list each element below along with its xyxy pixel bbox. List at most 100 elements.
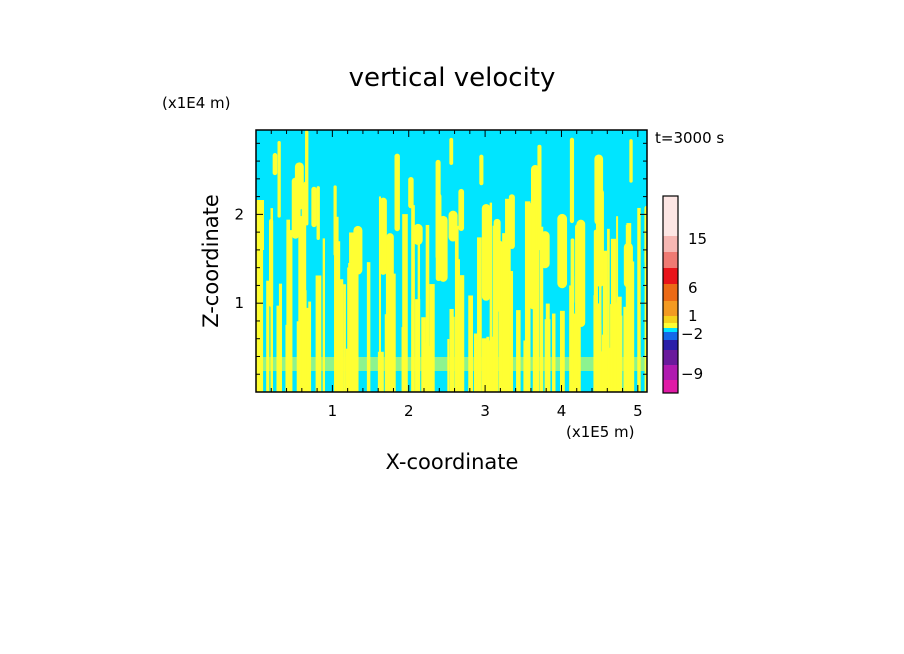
updraft-streak (610, 304, 613, 392)
colorbar-label-minus2: −2 (681, 325, 703, 343)
updraft-streak (569, 285, 574, 392)
updraft-streak (573, 313, 578, 392)
updraft-streak (637, 207, 641, 392)
updraft-plume (303, 181, 308, 220)
colorbar-frame (662, 195, 679, 394)
updraft-streak (516, 310, 521, 392)
updraft-streak (411, 304, 414, 392)
updraft-streak (296, 321, 303, 392)
updraft-streak (601, 350, 608, 392)
updraft-streak (644, 260, 647, 392)
x-axis-label: X-coordinate (386, 450, 519, 474)
updraft-streak (577, 302, 581, 392)
x-tick-label: 1 (328, 402, 338, 420)
y-axis-ticks: 12 (234, 142, 647, 375)
updraft-plume (394, 153, 400, 232)
updraft-streak (322, 238, 325, 392)
updraft-streak (351, 351, 355, 392)
updraft-streak (421, 317, 426, 392)
updraft-plume (272, 153, 278, 176)
updraft-plume (540, 231, 550, 269)
updraft-streak (335, 241, 341, 392)
updraft-streak (286, 230, 293, 392)
left-edge-updraft (256, 200, 264, 250)
colorbar-swatch (663, 332, 678, 340)
colorbar-swatch (663, 284, 678, 301)
updraft-plume (311, 186, 317, 228)
updraft-plume (386, 233, 394, 312)
updraft-plume (294, 162, 304, 210)
colorbar-label-1: 1 (688, 307, 698, 325)
updraft-plume (593, 229, 598, 309)
colorbar-swatch (663, 316, 678, 323)
colorbar (662, 195, 679, 394)
updraft-streak (336, 321, 340, 392)
updraft-streak (524, 201, 531, 392)
updraft-streak (338, 279, 344, 392)
updraft-plume (379, 197, 387, 275)
updraft-streak (315, 275, 322, 392)
updraft-plume (448, 210, 458, 242)
x-tick-label: 5 (633, 402, 643, 420)
colorbar-swatch (663, 252, 678, 268)
updraft-streak (468, 295, 473, 392)
updraft-plume (316, 186, 320, 240)
updraft-plume (526, 213, 532, 264)
updraft-plume (557, 213, 568, 289)
updraft-plume (268, 219, 274, 307)
updraft-streak (425, 224, 430, 392)
colorbar-labels: 15 6 1 −2 −9 (681, 230, 707, 383)
updraft-streak (489, 202, 493, 392)
updraft-plume (575, 223, 582, 319)
updraft-plume (508, 194, 515, 250)
colorbar-swatch (663, 350, 678, 365)
updraft-streak (378, 196, 381, 392)
colorbar-swatch (663, 380, 678, 393)
updraft-streak (429, 284, 435, 392)
updraft-streak (366, 262, 371, 392)
updraft-streak (602, 250, 608, 392)
x-tick-label: 3 (480, 402, 490, 420)
updraft-streak (301, 198, 307, 392)
y-axis-label: Z-coordinate (199, 194, 223, 328)
updraft-streak (348, 262, 353, 392)
colorbar-swatch (663, 340, 678, 350)
colorbar-label-minus9: −9 (681, 365, 703, 383)
updraft-streak (495, 286, 499, 392)
updraft-streak (535, 200, 540, 392)
updraft-plume (623, 242, 633, 288)
y-tick-label: 1 (234, 294, 244, 312)
updraft-plume (408, 176, 414, 209)
colorbar-swatch (663, 328, 678, 332)
colorbar-swatch (663, 323, 678, 328)
updraft-streak (539, 226, 544, 392)
velocity-field (256, 130, 647, 392)
y-tick-label: 2 (234, 205, 244, 223)
updraft-streak (385, 320, 389, 392)
updraft-plume (353, 225, 363, 275)
chart-title: vertical velocity (349, 63, 556, 93)
updraft-streak (616, 216, 619, 392)
updraft-plume (333, 185, 337, 256)
x-tick-label: 2 (404, 402, 414, 420)
updraft-streak (607, 228, 610, 392)
updraft-plume (413, 223, 423, 245)
updraft-plume (629, 139, 633, 183)
updraft-streak (623, 306, 627, 392)
updraft-streak (610, 238, 616, 392)
updraft-streak (306, 307, 310, 392)
updraft-plume (530, 165, 540, 208)
updraft-streak (343, 284, 346, 392)
updraft-plume (570, 238, 575, 304)
updraft-streak (276, 305, 282, 392)
updraft-streak (415, 299, 421, 392)
colorbar-label-15: 15 (688, 230, 707, 248)
updraft-streak (477, 237, 482, 392)
plot-frame (255, 129, 648, 393)
updraft-streak (629, 287, 634, 392)
colorbar-swatch (663, 196, 678, 236)
y-axis-unit: (x1E4 m) (162, 94, 231, 112)
x-axis-unit: (x1E5 m) (566, 423, 635, 441)
colorbar-swatch (663, 268, 678, 284)
